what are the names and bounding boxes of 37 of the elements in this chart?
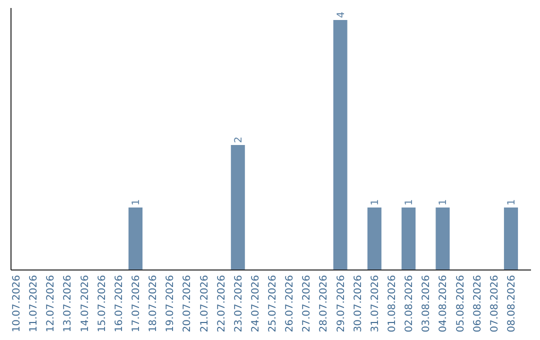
x-tick-label: 30.07.2026 [352, 275, 364, 332]
data-label: 4 [336, 12, 347, 18]
x-tick-label: 04.08.2026 [438, 275, 450, 332]
x-tick-label: 12.07.2026 [46, 275, 57, 332]
x-tick-label: 19.07.2026 [165, 275, 176, 332]
x-tick-label: 11.07.2026 [28, 275, 40, 332]
x-tick-label: 31.07.2026 [370, 275, 381, 332]
data-label: 1 [404, 199, 416, 206]
x-tick-label: 20.07.2026 [182, 275, 194, 332]
x-tick-label: 18.07.2026 [148, 275, 160, 332]
x-tick-label: 06.08.2026 [472, 275, 484, 332]
x-tick-label: 28.07.2026 [318, 275, 330, 332]
data-label: 1 [131, 199, 142, 206]
data-label: 1 [438, 199, 450, 206]
x-tick-label: 27.07.2026 [302, 275, 313, 332]
x-tick-label: 29.07.2026 [336, 275, 347, 332]
x-tick-label: 25.07.2026 [268, 275, 279, 332]
data-label: 2 [233, 136, 244, 143]
x-tick-label: 13.07.2026 [62, 275, 74, 332]
x-tick-label: 01.08.2026 [387, 275, 398, 332]
x-tick-label: 24.07.2026 [250, 275, 262, 332]
x-tick-label: 22.07.2026 [216, 275, 228, 332]
x-tick-label: 02.08.2026 [404, 275, 416, 332]
x-tick-label: 07.08.2026 [489, 275, 500, 332]
x-tick-label: 26.07.2026 [284, 275, 296, 332]
x-tick-label: 14.07.2026 [80, 275, 91, 332]
x-tick-label: 23.07.2026 [233, 275, 244, 332]
x-tick-label: 15.07.2026 [96, 275, 108, 332]
x-tick-label: 21.07.2026 [199, 275, 210, 332]
x-tick-label: 16.07.2026 [114, 275, 125, 332]
data-label: 1 [506, 199, 518, 206]
x-tick-label: 08.08.2026 [506, 275, 518, 332]
x-tick-label: 10.07.2026 [12, 275, 23, 332]
x-tick-label: 05.08.2026 [455, 275, 466, 332]
x-tick-label: 03.08.2026 [421, 275, 432, 332]
data-label: 1 [370, 199, 381, 206]
x-tick-label: 17.07.2026 [131, 275, 142, 332]
